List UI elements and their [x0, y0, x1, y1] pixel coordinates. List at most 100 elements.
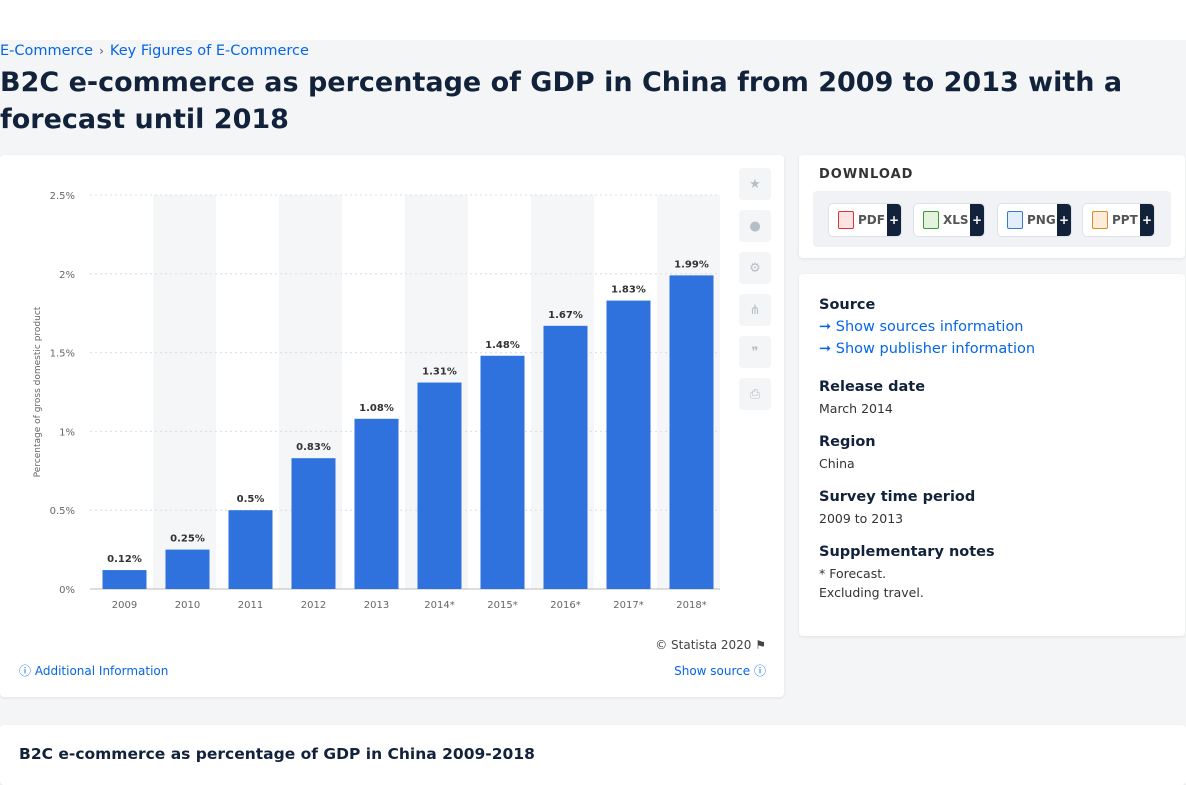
top-bar: [0, 0, 1186, 40]
download-png-button[interactable]: PNG +: [998, 204, 1071, 236]
x-tick-label: 2016*: [550, 600, 580, 611]
x-tick-label: 2011: [238, 600, 263, 611]
bar: [354, 418, 399, 589]
additional-info-label: Additional Information: [34, 664, 169, 678]
show-sources-label: Show sources information: [835, 319, 1024, 335]
pdf-file-icon: [838, 211, 854, 229]
bottom-card: B2C e-commerce as percentage of GDP in C…: [0, 725, 1186, 785]
region-section: Region China: [819, 434, 876, 475]
png-plus-icon[interactable]: +: [1057, 204, 1071, 236]
survey-value: 2009 to 2013: [819, 511, 904, 526]
x-tick-label: 2017*: [613, 600, 643, 611]
show-publisher-link[interactable]: ➞ Show publisher information: [819, 341, 1035, 357]
bar: [102, 570, 147, 589]
x-tick-label: 2009: [112, 600, 137, 611]
category-band: [153, 195, 216, 589]
print-icon[interactable]: ⎙: [739, 378, 771, 410]
show-source-label: Show source: [674, 664, 751, 678]
region-value: China: [819, 456, 855, 471]
xls-plus-icon[interactable]: +: [970, 204, 984, 236]
notification-bell-icon[interactable]: ●: [739, 210, 771, 242]
share-icon[interactable]: ⋔: [739, 294, 771, 326]
download-ppt-button[interactable]: PPT +: [1083, 204, 1154, 236]
xls-file-icon: [923, 211, 939, 229]
bar: [417, 382, 462, 589]
bar: [228, 510, 273, 589]
y-axis-label: Percentage of gross domestic product: [33, 306, 43, 477]
data-label: 0.5%: [237, 494, 265, 505]
x-tick-label: 2014*: [424, 600, 454, 611]
additional-info-link[interactable]: ⓘ Additional Information: [19, 662, 168, 679]
arrow-right-icon: ➞: [819, 341, 832, 357]
x-tick-label: 2010: [175, 600, 200, 611]
data-label: 1.83%: [611, 285, 646, 296]
copyright-text: © Statista 2020: [655, 638, 752, 652]
bar: [291, 458, 336, 589]
ppt-plus-icon[interactable]: +: [1140, 204, 1154, 236]
region-heading: Region: [819, 434, 876, 450]
data-label: 1.48%: [485, 340, 520, 351]
y-tick-label: 0%: [59, 585, 75, 596]
xls-label: XLS: [943, 213, 969, 227]
survey-heading: Survey time period: [819, 489, 976, 505]
quote-icon[interactable]: ❞: [739, 336, 771, 368]
breadcrumb-link-ecommerce[interactable]: E-Commerce: [0, 43, 94, 59]
bar-chart: 0% 0.5% 1% 1.5% 2% 2.5% Percentage of gross do…: [33, 191, 720, 611]
show-sources-link[interactable]: ➞ Show sources information: [819, 319, 1035, 335]
data-label: 0.12%: [107, 554, 142, 565]
x-tick-label: 2018*: [676, 600, 706, 611]
pdf-plus-icon[interactable]: +: [887, 204, 901, 236]
y-tick-label: 1.5%: [50, 349, 75, 360]
flag-icon[interactable]: ⚑: [755, 638, 766, 652]
chart-card: 0% 0.5% 1% 1.5% 2% 2.5% Percentage of gross do…: [0, 155, 784, 697]
release-heading: Release date: [819, 379, 926, 395]
y-tick-label: 0.5%: [50, 506, 75, 517]
data-label: 1.67%: [548, 310, 583, 321]
bar: [480, 355, 525, 589]
notes-forecast: * Forecast.: [819, 566, 887, 581]
release-value: March 2014: [819, 401, 893, 416]
data-label: 1.99%: [674, 259, 709, 270]
x-tick-label: 2012: [301, 600, 326, 611]
notes-excluding: Excluding travel.: [819, 585, 924, 600]
settings-gear-icon[interactable]: ⚙: [739, 252, 771, 284]
info-icon: ⓘ: [753, 664, 766, 678]
y-tick-label: 1%: [59, 427, 75, 438]
data-label: 0.83%: [296, 442, 331, 453]
data-label: 1.08%: [359, 403, 394, 414]
x-tick-label: 2013: [364, 600, 389, 611]
y-tick-label: 2%: [59, 270, 75, 281]
download-pdf-button[interactable]: PDF +: [829, 204, 901, 236]
bar: [543, 325, 588, 589]
breadcrumb-separator-icon: ›: [99, 44, 104, 58]
source-section: Source ➞ Show sources information ➞ Show…: [819, 297, 1035, 363]
download-xls-button[interactable]: XLS +: [914, 204, 984, 236]
download-card: DOWNLOAD PDF + XLS + PNG + PPT +: [799, 155, 1185, 258]
show-source-link[interactable]: Show source ⓘ: [674, 662, 766, 679]
breadcrumb-link-key-figures[interactable]: Key Figures of E-Commerce: [109, 43, 309, 59]
png-label: PNG: [1027, 213, 1056, 227]
pdf-label: PDF: [858, 213, 885, 227]
x-tick-label: 2015*: [487, 600, 517, 611]
ppt-label: PPT: [1112, 213, 1138, 227]
png-file-icon: [1007, 211, 1023, 229]
notes-section: Supplementary notes * Forecast. Excludin…: [819, 544, 995, 604]
bar: [669, 275, 714, 589]
survey-section: Survey time period 2009 to 2013: [819, 489, 975, 530]
y-tick-label: 2.5%: [50, 191, 75, 202]
ppt-file-icon: [1092, 211, 1108, 229]
bar: [165, 549, 210, 589]
favorite-star-icon[interactable]: ★: [739, 168, 771, 200]
page-title: B2C e-commerce as percentage of GDP in C…: [0, 67, 1123, 135]
download-heading: DOWNLOAD: [819, 167, 914, 182]
details-card: Source ➞ Show sources information ➞ Show…: [799, 274, 1185, 636]
data-label: 0.25%: [170, 534, 205, 545]
bar: [606, 300, 651, 589]
release-section: Release date March 2014: [819, 379, 925, 420]
breadcrumb: E-Commerce › Key Figures of E-Commerce: [0, 43, 309, 59]
info-icon: ⓘ: [19, 664, 32, 678]
show-publisher-label: Show publisher information: [835, 341, 1036, 357]
data-label: 1.31%: [422, 367, 457, 378]
source-heading: Source: [819, 297, 876, 313]
statista-copyright: © Statista 2020 ⚑: [655, 638, 766, 652]
